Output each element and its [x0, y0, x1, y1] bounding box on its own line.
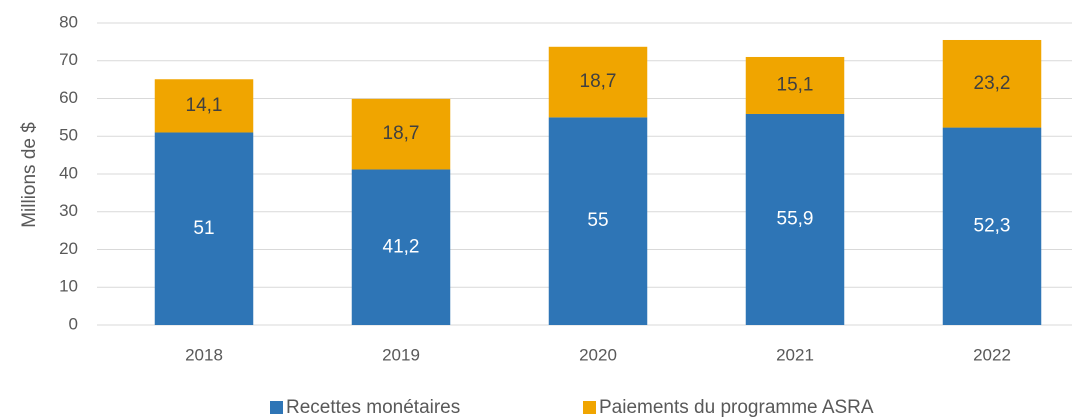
bar-segment	[154, 79, 254, 133]
y-tick-label: 30	[59, 201, 78, 220]
data-label: 18,7	[580, 71, 617, 92]
bar-segment	[154, 132, 254, 325]
y-axis-label: Millions de $	[19, 122, 40, 228]
data-label: 23,2	[974, 73, 1011, 94]
legend-swatch	[583, 401, 596, 414]
y-tick-label: 70	[59, 50, 78, 69]
bar-segment	[745, 56, 845, 114]
data-label: 55,9	[777, 209, 814, 230]
data-label: 41,2	[383, 236, 420, 257]
x-tick-label: 2018	[185, 345, 223, 364]
y-tick-label: 60	[59, 88, 78, 107]
x-tick-label: 2020	[579, 345, 617, 364]
data-label: 52,3	[974, 215, 1011, 236]
x-tick-label: 2022	[973, 345, 1011, 364]
legend-swatch	[270, 401, 283, 414]
bar-segment	[548, 117, 648, 325]
bar-segment	[548, 46, 648, 118]
data-label: 15,1	[777, 74, 814, 95]
bar-segment	[942, 39, 1042, 128]
y-tick-label: 50	[59, 126, 78, 145]
bar-segment	[942, 127, 1042, 325]
data-label: 14,1	[186, 95, 223, 116]
x-tick-label: 2021	[776, 345, 814, 364]
y-tick-label: 40	[59, 163, 78, 182]
legend-label: Recettes monétaires	[286, 397, 460, 418]
y-tick-label: 20	[59, 239, 78, 258]
y-tick-label: 0	[69, 314, 78, 333]
y-tick-label: 80	[59, 12, 78, 31]
y-tick-label: 10	[59, 277, 78, 296]
bar-segment	[351, 98, 451, 170]
legend-label: Paiements du programme ASRA	[599, 397, 874, 418]
data-label: 51	[193, 218, 214, 239]
data-label: 55	[587, 210, 608, 231]
bar-segment	[351, 169, 451, 325]
data-label: 18,7	[383, 123, 420, 144]
x-tick-label: 2019	[382, 345, 420, 364]
bar-segment	[745, 113, 845, 325]
